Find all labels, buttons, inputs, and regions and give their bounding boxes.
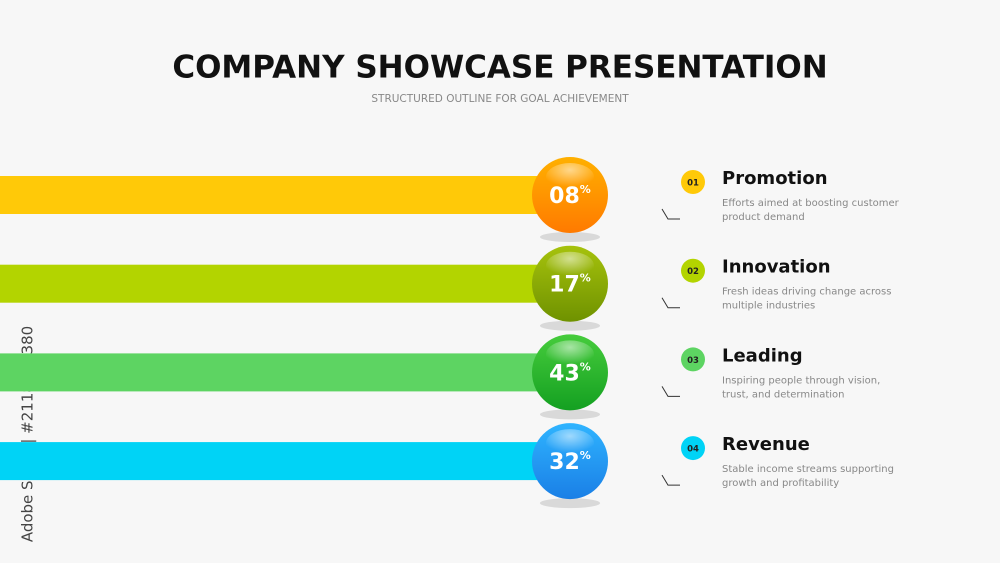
ball-shine [546,163,594,191]
ball-shadow [540,232,600,242]
number-badge [681,436,705,461]
percent-unit: % [580,449,591,462]
item-title: Revenue [722,434,810,455]
number: 02 [687,267,699,277]
item-title: Leading [722,345,803,366]
percent-unit: % [580,272,591,285]
ball-shadow [540,320,600,331]
item-title: Promotion [722,168,828,189]
ball-shine [546,429,594,458]
item-description: multiple industries [722,301,815,312]
number: 03 [687,356,699,366]
connector [661,474,680,486]
percent: 08% [549,183,591,209]
ball-shine [546,340,594,369]
item-title: Innovation [722,257,831,278]
ball-shadow [540,409,600,420]
number-badge [681,347,705,372]
number: 01 [687,179,699,189]
percent-value: 43 [549,361,580,386]
stripe [0,353,565,392]
percent-value: 08 [549,184,580,209]
item-description: Efforts aimed at boosting customer [722,198,900,209]
connector [661,386,680,397]
number-badge [681,258,705,283]
subtitle: STRUCTURED OUTLINE FOR GOAL ACHIEVEMENT [371,93,629,105]
stripe [0,176,565,214]
percent: 43% [549,360,591,386]
percent-unit: % [580,183,591,196]
item-description: Inspiring people through vision, [722,375,880,386]
connector [661,208,680,220]
percent: 17% [549,272,591,298]
item-description: growth and profitability [722,478,839,489]
stripe [0,442,565,481]
percent-value: 17 [549,273,580,298]
percent-value: 32 [549,450,580,475]
ball-shine [546,251,594,280]
number-badge [681,170,705,194]
item-description: product demand [722,212,805,223]
stripe [0,264,565,303]
item-description: Fresh ideas driving change across [722,287,891,298]
title: COMPANY SHOWCASE PRESENTATION [172,50,827,86]
item-description: Stable income streams supporting [722,464,894,475]
number: 04 [687,445,699,455]
percent-unit: % [580,360,591,373]
connector [661,297,680,309]
percent: 32% [549,449,591,475]
item-description: trust, and determination [722,389,845,400]
ball-shadow [540,498,600,509]
